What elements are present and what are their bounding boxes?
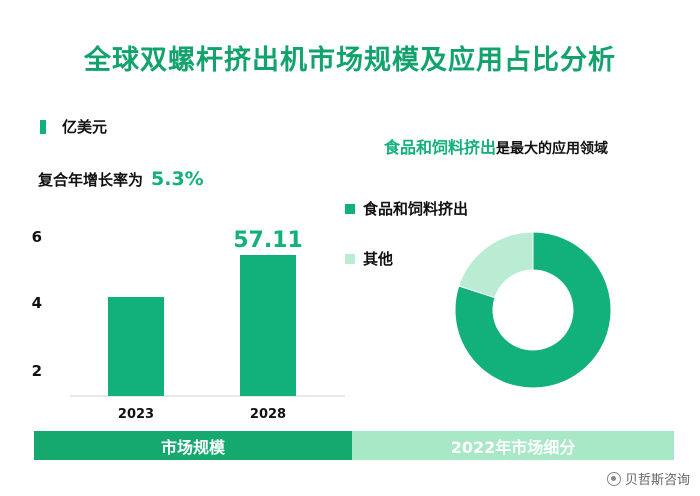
weibo-icon <box>606 471 621 486</box>
y-tick-label: 2 <box>32 362 42 380</box>
market-size-label: 市场规模 <box>160 437 225 457</box>
unit-legend-swatch <box>40 119 46 134</box>
top-frame <box>0 0 700 12</box>
bar-2028 <box>240 255 296 396</box>
watermark: 贝哲斯咨询 <box>606 469 690 488</box>
cagr-label: 复合年增长率为 <box>38 171 144 189</box>
market-segment-label-bar: 2022年市场细分 <box>352 431 674 460</box>
watermark-text: 贝哲斯咨询 <box>624 473 690 488</box>
largest-application-note: 食品和饲料挤出是最大的应用领域 <box>384 134 608 158</box>
largest-application-suffix: 是最大的应用领域 <box>496 141 609 157</box>
unit-label: 亿美元 <box>62 118 108 136</box>
pie-legend-label-other: 其他 <box>363 250 394 268</box>
pie-legend-swatch-other <box>345 253 355 264</box>
market-segment-label: 2022年市场细分 <box>450 437 576 457</box>
unit-legend: 亿美元 <box>40 116 107 137</box>
page-title: 全球双螺杆挤出机市场规模及应用占比分析 <box>84 45 616 76</box>
x-tick-label: 2028 <box>250 407 286 422</box>
bar-2023 <box>108 297 164 396</box>
pie-legend-swatch-food <box>345 203 355 214</box>
cagr-value: 5.3% <box>151 168 204 190</box>
market-size-label-bar: 市场规模 <box>34 431 352 460</box>
bar-data-label: 57.11 <box>233 228 303 253</box>
y-tick-label: 6 <box>32 228 42 246</box>
donut-slice-other <box>458 231 534 299</box>
pie-legend-item-food: 食品和饲料挤出 <box>345 198 468 219</box>
donut-slice-food <box>454 231 612 389</box>
largest-application-name: 食品和饲料挤出 <box>384 138 497 157</box>
pie-legend-label-food: 食品和饲料挤出 <box>363 200 469 218</box>
pie-legend-item-other: 其他 <box>345 248 393 269</box>
x-tick-label: 2023 <box>118 407 154 422</box>
y-tick-label: 4 <box>32 294 42 312</box>
cagr-text: 复合年增长率为 5.3% <box>38 168 204 190</box>
